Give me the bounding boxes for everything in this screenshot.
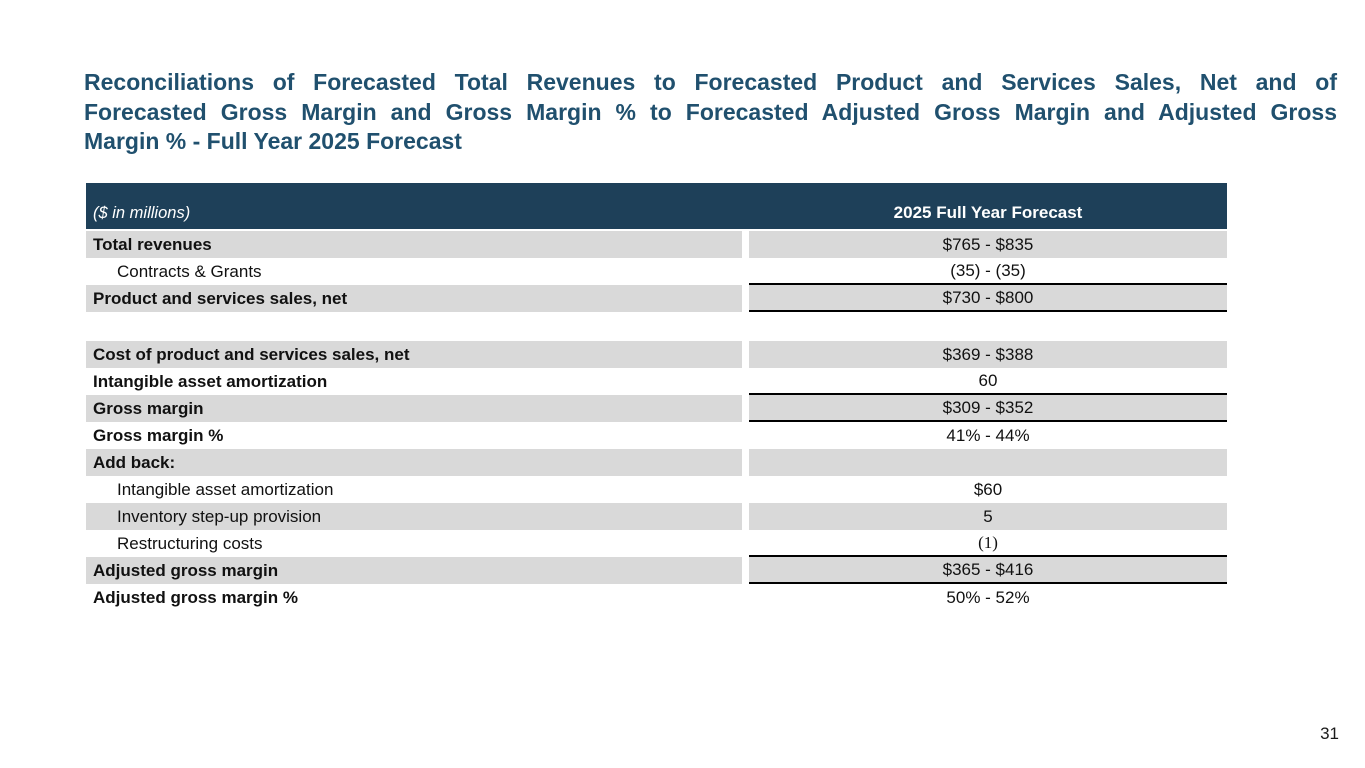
page-number: 31 bbox=[1320, 724, 1339, 743]
table-row: Add back: bbox=[86, 449, 1227, 476]
row-value: 5 bbox=[749, 503, 1227, 530]
row-label: Product and services sales, net bbox=[86, 285, 742, 312]
row-label: Inventory step-up provision bbox=[86, 503, 742, 530]
row-value: 41% - 44% bbox=[946, 425, 1030, 445]
table-row: Contracts & Grants (35) - (35) bbox=[86, 258, 1227, 285]
row-label: Intangible asset amortization bbox=[93, 371, 328, 391]
table-row: Intangible asset amortization $60 bbox=[86, 476, 1227, 503]
table-row: Restructuring costs (1) bbox=[86, 530, 1227, 557]
table-row: Gross margin $309 - $352 bbox=[86, 395, 1227, 422]
reconciliation-table: ($ in millions) 2025 Full Year Forecast … bbox=[86, 183, 1227, 611]
row-label: Intangible asset amortization bbox=[117, 479, 334, 499]
table-header-forecast-label: 2025 Full Year Forecast bbox=[893, 203, 1083, 222]
table-body: Total revenues $765 - $835 Contracts & Gra… bbox=[86, 231, 1227, 611]
row-label: Total revenues bbox=[86, 231, 742, 258]
row-value: (35) - (35) bbox=[749, 258, 1227, 285]
table-row: Adjusted gross margin $365 - $416 bbox=[86, 557, 1227, 584]
row-label: Cost of product and services sales, net bbox=[86, 341, 742, 368]
row-value: $309 - $352 bbox=[749, 395, 1227, 422]
row-value: 50% - 52% bbox=[946, 587, 1030, 607]
table-row: Total revenues $765 - $835 bbox=[86, 231, 1227, 258]
row-label: Gross margin bbox=[86, 395, 742, 422]
row-value: $369 - $388 bbox=[749, 341, 1227, 368]
table-header-units-label: ($ in millions) bbox=[93, 204, 191, 222]
table-row: Adjusted gross margin % 50% - 52% bbox=[86, 584, 1227, 611]
row-label: Adjusted gross margin bbox=[86, 557, 742, 584]
row-value bbox=[749, 449, 1227, 476]
page-title-line-3: Margin % - Full Year 2025 Forecast bbox=[84, 128, 462, 154]
row-value: (1) bbox=[749, 530, 1227, 557]
row-label: Contracts & Grants bbox=[117, 261, 262, 281]
table-row: Gross margin % 41% - 44% bbox=[86, 422, 1227, 449]
row-value: $365 - $416 bbox=[749, 557, 1227, 584]
table-row: Inventory step-up provision 5 bbox=[86, 503, 1227, 530]
row-label: Restructuring costs bbox=[117, 533, 263, 553]
table-row: Product and services sales, net $730 - $8… bbox=[86, 285, 1227, 312]
row-label: Adjusted gross margin % bbox=[93, 587, 298, 607]
row-value: $765 - $835 bbox=[749, 231, 1227, 258]
table-spacer-row bbox=[86, 312, 1227, 341]
page-title: Reconciliations of Forecasted Total Reve… bbox=[84, 68, 1337, 157]
table-row: Cost of product and services sales, net $… bbox=[86, 341, 1227, 368]
row-label: Add back: bbox=[86, 449, 742, 476]
table-row: Intangible asset amortization 60 bbox=[86, 368, 1227, 395]
table-header-row: ($ in millions) 2025 Full Year Forecast bbox=[86, 183, 1227, 229]
page-title-line-1: Reconciliations of Forecasted Total Reve… bbox=[84, 69, 1337, 95]
row-value: 60 bbox=[749, 368, 1227, 395]
row-label: Gross margin % bbox=[93, 425, 224, 445]
page-title-line-2: Forecasted Gross Margin and Gross Margin… bbox=[84, 98, 1337, 125]
row-value: $730 - $800 bbox=[749, 285, 1227, 312]
row-value: $60 bbox=[973, 479, 1003, 499]
